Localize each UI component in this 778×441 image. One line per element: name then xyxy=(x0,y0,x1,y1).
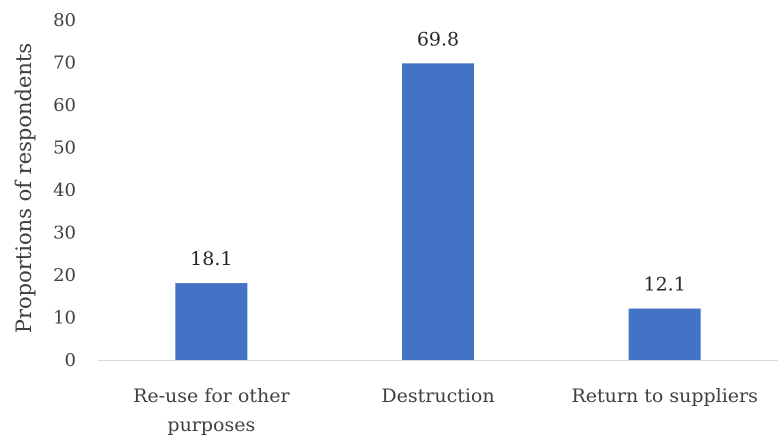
x-axis-category-labels: Re-use for other purposes Destruction Retur… xyxy=(133,385,758,436)
bar xyxy=(175,283,248,360)
y-tick-label: 80 xyxy=(53,10,76,31)
data-label: 12.1 xyxy=(644,274,686,296)
y-tick-label: 40 xyxy=(53,180,76,201)
x-tick-label: purposes xyxy=(167,414,255,436)
y-tick-label: 60 xyxy=(53,95,76,116)
bar xyxy=(628,308,701,360)
y-tick-label: 30 xyxy=(53,223,76,244)
data-label: 18.1 xyxy=(190,248,232,270)
y-tick-label: 20 xyxy=(53,265,76,286)
data-labels: 18.1 69.8 12.1 xyxy=(190,28,686,295)
y-tick-label: 10 xyxy=(53,308,76,329)
x-tick-label: Return to suppliers xyxy=(571,385,757,407)
bars xyxy=(175,63,701,360)
y-axis-ticks: 0 10 20 30 40 50 60 70 80 xyxy=(53,10,76,371)
data-label: 69.8 xyxy=(417,28,459,50)
x-tick-label: Destruction xyxy=(381,385,494,407)
y-tick-label: 0 xyxy=(65,350,76,371)
y-tick-label: 70 xyxy=(53,53,76,74)
y-tick-label: 50 xyxy=(53,138,76,159)
y-axis-title: Proportions of respondents xyxy=(12,43,36,333)
x-tick-label: Re-use for other xyxy=(133,385,290,407)
bar xyxy=(402,63,474,360)
